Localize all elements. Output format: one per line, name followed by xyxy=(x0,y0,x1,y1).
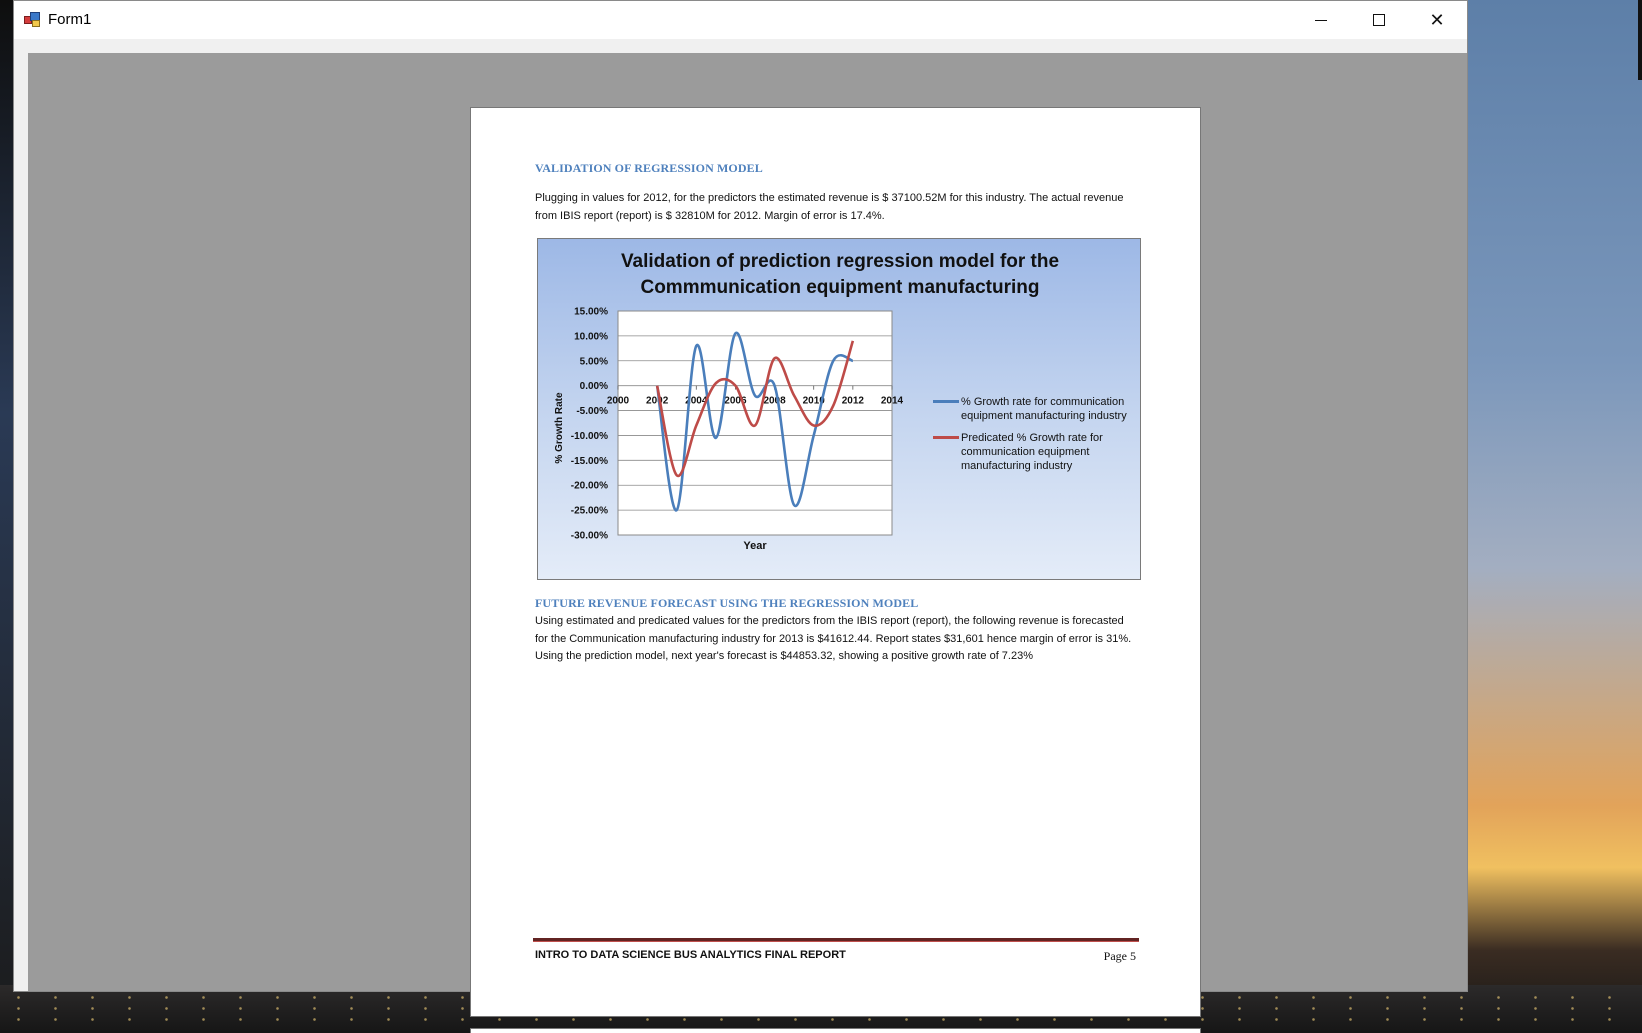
maximize-icon xyxy=(1373,14,1385,26)
footer-rule xyxy=(533,938,1139,942)
x-tick-label: 2012 xyxy=(842,396,865,407)
y-axis-title: % Growth Rate xyxy=(554,392,565,464)
next-document-page xyxy=(470,1028,1201,1033)
chart-title-line2: Commmunication equipment manufacturing xyxy=(640,277,1040,298)
section-heading-validation: VALIDATION OF REGRESSION MODEL xyxy=(535,161,763,175)
chart-legend: % Growth rate for communication equipmen… xyxy=(933,395,1133,481)
x-tick-label: 2010 xyxy=(803,396,826,407)
x-tick-label: 2008 xyxy=(763,396,786,407)
x-tick-label: 2000 xyxy=(607,396,630,407)
legend-entry: % Growth rate for communication equipmen… xyxy=(933,395,1133,423)
close-button[interactable]: ✕ xyxy=(1408,1,1466,39)
y-tick-label: -20.00% xyxy=(571,481,608,492)
y-tick-label: -5.00% xyxy=(576,406,608,417)
section-heading-forecast: FUTURE REVENUE FORECAST USING THE REGRES… xyxy=(535,596,919,610)
y-tick-label: -25.00% xyxy=(571,506,608,517)
x-tick-label: 2002 xyxy=(646,396,669,407)
footer-report-title: INTRO TO DATA SCIENCE BUS ANALYTICS FINA… xyxy=(535,949,846,961)
y-tick-label: 15.00% xyxy=(574,307,608,318)
y-tick-label: -15.00% xyxy=(571,456,608,467)
form-app-icon xyxy=(24,12,41,27)
chart-plot: 15.00% 10.00% 5.00% 0.00% -5.00% -10.00% -15.0… xyxy=(554,307,904,553)
legend-label: Predicated % Growth rate for communicati… xyxy=(961,432,1103,472)
close-icon: ✕ xyxy=(1429,9,1445,30)
series-line-1 xyxy=(655,331,854,512)
forecast-paragraph: Using estimated and predicated values fo… xyxy=(535,615,1132,662)
title-bar[interactable]: Form1 ✕ xyxy=(14,1,1467,39)
x-tick-label: 2014 xyxy=(881,396,904,407)
x-tick-label: 2006 xyxy=(724,396,747,407)
x-axis-title: Year xyxy=(743,540,767,552)
legend-swatch xyxy=(933,436,959,439)
document-page: VALIDATION OF REGRESSION MODEL Plugging … xyxy=(470,107,1201,1017)
y-tick-label: -10.00% xyxy=(571,431,608,442)
legend-entry: Predicated % Growth rate for communicati… xyxy=(933,431,1133,473)
y-tick-label: 5.00% xyxy=(580,356,608,367)
desktop-edge xyxy=(0,0,14,1033)
desktop-scroll-edge xyxy=(1638,0,1642,80)
legend-label: % Growth rate for communication equipmen… xyxy=(961,396,1127,422)
validation-paragraph: Plugging in values for 2012, for the pre… xyxy=(535,192,1124,222)
y-tick-label: 10.00% xyxy=(574,331,608,342)
app-window: Form1 ✕ VALIDATION OF REGRESSION MODEL P… xyxy=(13,0,1468,1033)
maximize-button[interactable] xyxy=(1350,1,1408,39)
y-tick-label: 0.00% xyxy=(580,381,608,392)
series-line-2 xyxy=(655,340,855,478)
chart-title: Validation of prediction regression mode… xyxy=(538,249,1142,301)
minimize-icon xyxy=(1315,19,1327,21)
x-tick-label: 2004 xyxy=(685,396,708,407)
footer-page-number: Page 5 xyxy=(1103,949,1136,963)
legend-swatch xyxy=(933,400,959,403)
y-tick-label: -30.00% xyxy=(571,531,608,542)
chart-title-line1: Validation of prediction regression mode… xyxy=(620,251,1060,272)
minimize-button[interactable] xyxy=(1292,1,1350,39)
window-title: Form1 xyxy=(48,11,92,28)
document-viewer[interactable]: VALIDATION OF REGRESSION MODEL Plugging … xyxy=(28,53,1467,1033)
validation-chart: Validation of prediction regression mode… xyxy=(537,238,1141,580)
